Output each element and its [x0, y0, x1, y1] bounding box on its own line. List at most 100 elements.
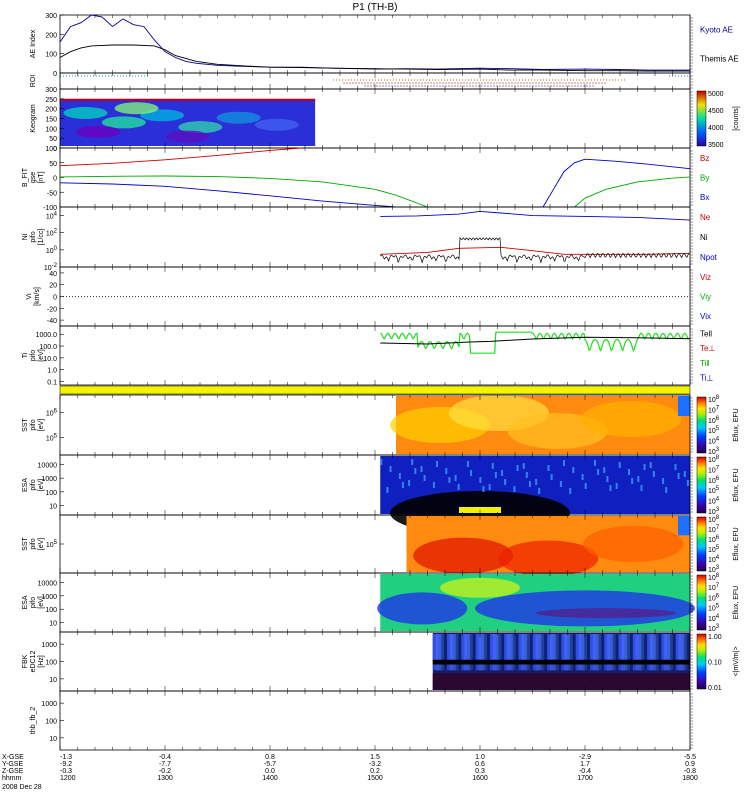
panel-fbk-bin [581, 664, 585, 671]
panel-ni-ytick-label: 100 [46, 246, 58, 255]
panel-esa_e-colorbar-tick: 105 [708, 604, 720, 613]
panel-fbk-bin [504, 634, 508, 661]
panel-fbk-bin [627, 634, 631, 661]
panel-sst_e-colorbar-tick: 106 [708, 535, 720, 544]
panel-fbk-bin [487, 664, 491, 671]
panel-ni-legend-1: Ni [700, 233, 708, 242]
panel-sst_i-feature [581, 401, 682, 437]
panel-esa_e-ytick-label: 10000 [38, 580, 58, 587]
panel-sst_i-feature [678, 396, 690, 416]
panel-esa_i-noise [504, 479, 507, 485]
panel-fbk-bin [595, 664, 600, 671]
panel-fb2-ytick-label: 100 [45, 719, 57, 726]
panel-fbk-bin [635, 634, 640, 661]
panel-fbk-bin [475, 664, 479, 671]
panel-fbk-bin [589, 664, 594, 671]
panel-fbk-bin [669, 664, 674, 671]
panel-keogram-colorbar-tick: 3500 [708, 142, 724, 149]
panel-fbk-bin [569, 634, 574, 661]
panel-fbk-bin [575, 664, 580, 671]
panel-esa_i-noise [550, 474, 553, 480]
panel-fbk-bin [612, 664, 617, 671]
panel-fbk-bin [515, 634, 519, 661]
panel-fbk-bin [447, 664, 451, 671]
panel-esa_i-noise [513, 486, 516, 492]
panel-sst_e-colorbar-tick: 104 [708, 555, 720, 564]
panel-fbk-bin [652, 664, 657, 671]
panel-esa_e-ylabel: [eV] [38, 596, 45, 609]
panel-fbk-bin [449, 664, 454, 671]
panel-fb2-frame [59, 690, 691, 751]
panel-ti-ytick-label: 10.0 [43, 356, 57, 363]
panel-keogram-colorbar-tick: 4000 [708, 125, 724, 132]
panel-esa_i-noise [479, 477, 482, 483]
panel-bfield-series-3 [542, 158, 691, 208]
panel-sst_i-colorbar-tick: 103 [708, 447, 720, 456]
panel-fbk-bin [484, 664, 488, 671]
panel-sst_e-colorbar-tick: 105 [708, 545, 720, 554]
panel-fbk-bin [561, 664, 565, 671]
panel-fbk-bin [638, 664, 642, 671]
panel-esa_i-noise [436, 461, 439, 467]
panel-esa_i-noise [609, 485, 612, 491]
panel-esa_i-noise [686, 480, 689, 486]
panel-fbk-bin [555, 664, 560, 671]
panel-keogram-ylabel: Keogram [30, 104, 37, 133]
panel-fbk-bin [518, 664, 522, 671]
panel-ni-ytick-label: 104 [46, 212, 58, 221]
panel-fbk-bin [672, 634, 677, 661]
panel-fbk-bin [569, 664, 574, 671]
panel-vi-legend-2: Vix [700, 312, 711, 321]
panel-sst_i-colorbar-tick: 106 [708, 416, 720, 425]
panel-esa_e-colorbar-tick: 108 [708, 573, 720, 582]
panel-sst_e-feature [678, 516, 690, 536]
panel-esa_i-noise [652, 471, 655, 477]
panel-fbk-bin [572, 634, 577, 661]
panel-fbk-bin [607, 634, 611, 661]
panel-ni-ytick-label: 10-2 [44, 263, 58, 272]
panel-keogram-ytick-label: 250 [45, 97, 57, 104]
panel-fbk-bin [527, 664, 531, 671]
panel-sst_e-colorbar-tick: 103 [708, 565, 720, 574]
panel-keogram-colorbar-tick: 5000 [708, 91, 724, 98]
panel-fbk-bin [615, 664, 620, 671]
panel-esa_i-noise [516, 465, 519, 471]
panel-ni-ylabel: Ni [22, 233, 29, 240]
panel-sst_e-colorbar-tick: 108 [708, 515, 720, 524]
panel-fbk-bin [632, 634, 637, 661]
panel-fbk-bin [458, 634, 462, 661]
panel-esa_i-noise [389, 466, 392, 472]
panel-esa_i-noise [662, 478, 665, 484]
panel-esa_i-colorbar-label: Eflux, EFU [733, 468, 740, 501]
panel-fbk-bin [507, 634, 511, 661]
panel-bfield-ytick-label: 0 [53, 176, 57, 183]
panel-vi-ytick-label: 20 [49, 283, 57, 290]
panel-fbk-bin [678, 634, 682, 661]
panel-fbk-bin [681, 634, 685, 661]
panel-esa_i-noise [386, 487, 389, 493]
keogram-feature [63, 106, 108, 119]
panel-fbk-bin [567, 634, 571, 661]
panel-bfield-legend-0: Bz [700, 154, 709, 163]
panel-esa_i-noise [618, 462, 621, 468]
panel-fbk-bin [432, 664, 437, 671]
panel-bfield-ylabel: gse [30, 172, 37, 183]
panel-fbk-bin [658, 664, 662, 671]
axis-row-label: Y-GSE [2, 761, 23, 768]
panel-fbk-bin [575, 634, 580, 661]
panel-fbk-bin [624, 634, 628, 661]
panel-fb2-ylabel: thb_fb_2 [30, 707, 37, 734]
panel-sst_i-ylabel: [eV] [38, 419, 45, 432]
panel-fbk-bin [532, 664, 537, 671]
panel-ti-ytick-label: 1.0 [47, 368, 57, 375]
panel-esa_i-colorbar-tick: 103 [708, 507, 720, 516]
panel-esa_i-noise [572, 467, 575, 473]
panel-fbk-bin [604, 634, 608, 661]
panel-esa_i-noise [488, 484, 491, 490]
panel-fbk-ytick-label: 100 [45, 660, 57, 667]
panel-fbk-bin [555, 634, 560, 661]
panel-ae-ytick-label: 200 [45, 32, 57, 39]
panel-fbk-colorbar [696, 633, 707, 690]
panel-fbk-colorbar-tick: 0.01 [708, 685, 722, 692]
